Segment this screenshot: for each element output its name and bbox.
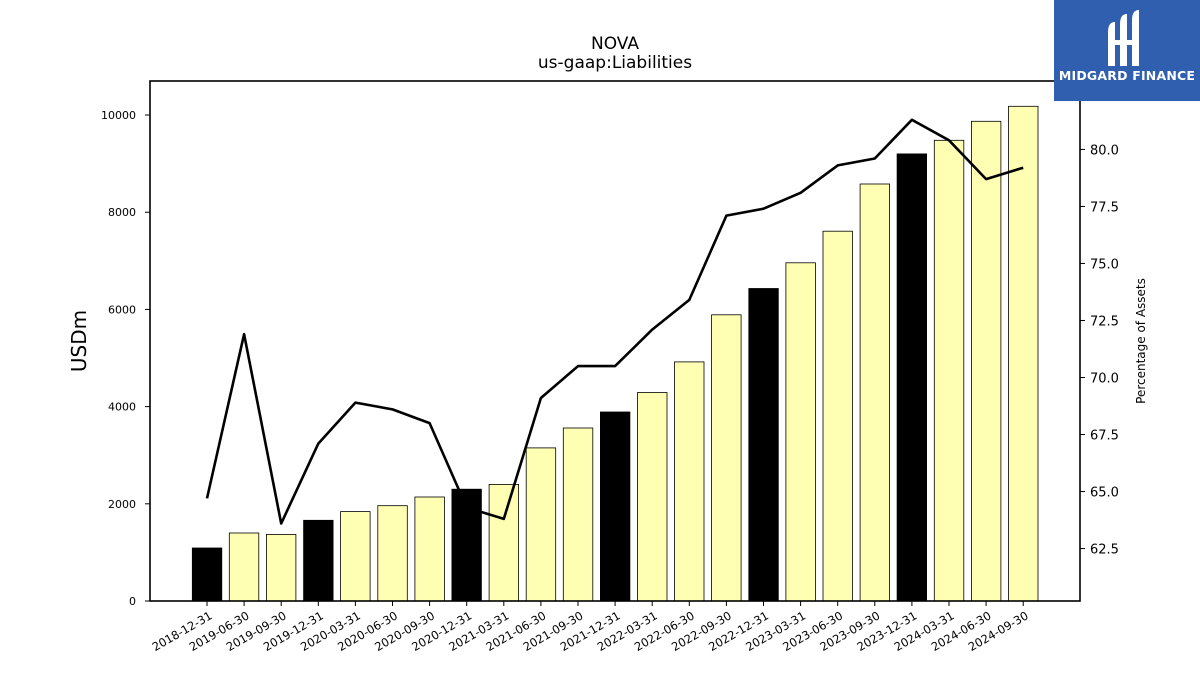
bar-2019-12-31 [303,519,334,602]
y-axis-label: USDm [67,310,91,372]
y-tick-label: 8000 [108,206,136,219]
bar-2018-12-31 [191,547,223,602]
chart-subtitle: us-gaap:Liabilities [538,53,692,73]
bars-layer [191,105,1039,602]
bar-2020-03-31 [340,511,371,602]
bar-2023-12-31 [896,153,927,602]
y-tick-label: 6000 [108,303,136,316]
bar-2021-03-31 [488,483,520,602]
bar-2024-09-30 [1008,105,1039,602]
bar-2023-06-30 [822,230,853,602]
brand-logo-text: MIDGARD FINANCE [1058,68,1196,83]
bar-2020-06-30 [377,505,408,602]
bar-2021-12-31 [600,411,631,602]
brand-mark-icon [1108,10,1139,66]
bar-2019-09-30 [265,534,297,602]
bar-2019-06-30 [228,532,260,602]
bar-2023-09-30 [859,183,890,602]
y-tick-label: 0 [129,595,136,608]
bar-2022-06-30 [674,361,705,602]
y2-tick-label: 80.0 [1090,143,1119,158]
bar-2024-06-30 [971,120,1002,602]
y2-tick-label: 70.0 [1090,371,1119,386]
bar-2024-03-31 [933,139,965,602]
y-tick-label: 2000 [108,498,136,511]
y2-tick-label: 77.5 [1090,200,1119,215]
y-tick-label: 10000 [101,109,136,122]
bar-2021-09-30 [562,427,594,602]
bar-2022-09-30 [711,314,742,602]
y2-tick-label: 65.0 [1090,486,1119,501]
brand-logo: MIDGARD FINANCE [1054,0,1200,101]
bar-2020-09-30 [414,496,445,602]
bar-2022-03-31 [637,392,668,602]
y2-tick-label: 75.0 [1090,257,1119,272]
percentage-line [205,118,1024,525]
chart-title: NOVA [591,34,639,54]
bar-2022-12-31 [748,288,779,602]
bar-2023-03-31 [785,262,816,602]
y-tick-label: 4000 [108,401,136,414]
bar-2021-06-30 [525,447,557,602]
y2-axis-label: Percentage of Assets [1134,278,1148,404]
y2-tick-label: 72.5 [1090,314,1119,329]
line-layer [205,118,1024,525]
y2-tick-label: 67.5 [1090,429,1119,444]
y2-tick-label: 62.5 [1090,543,1119,558]
